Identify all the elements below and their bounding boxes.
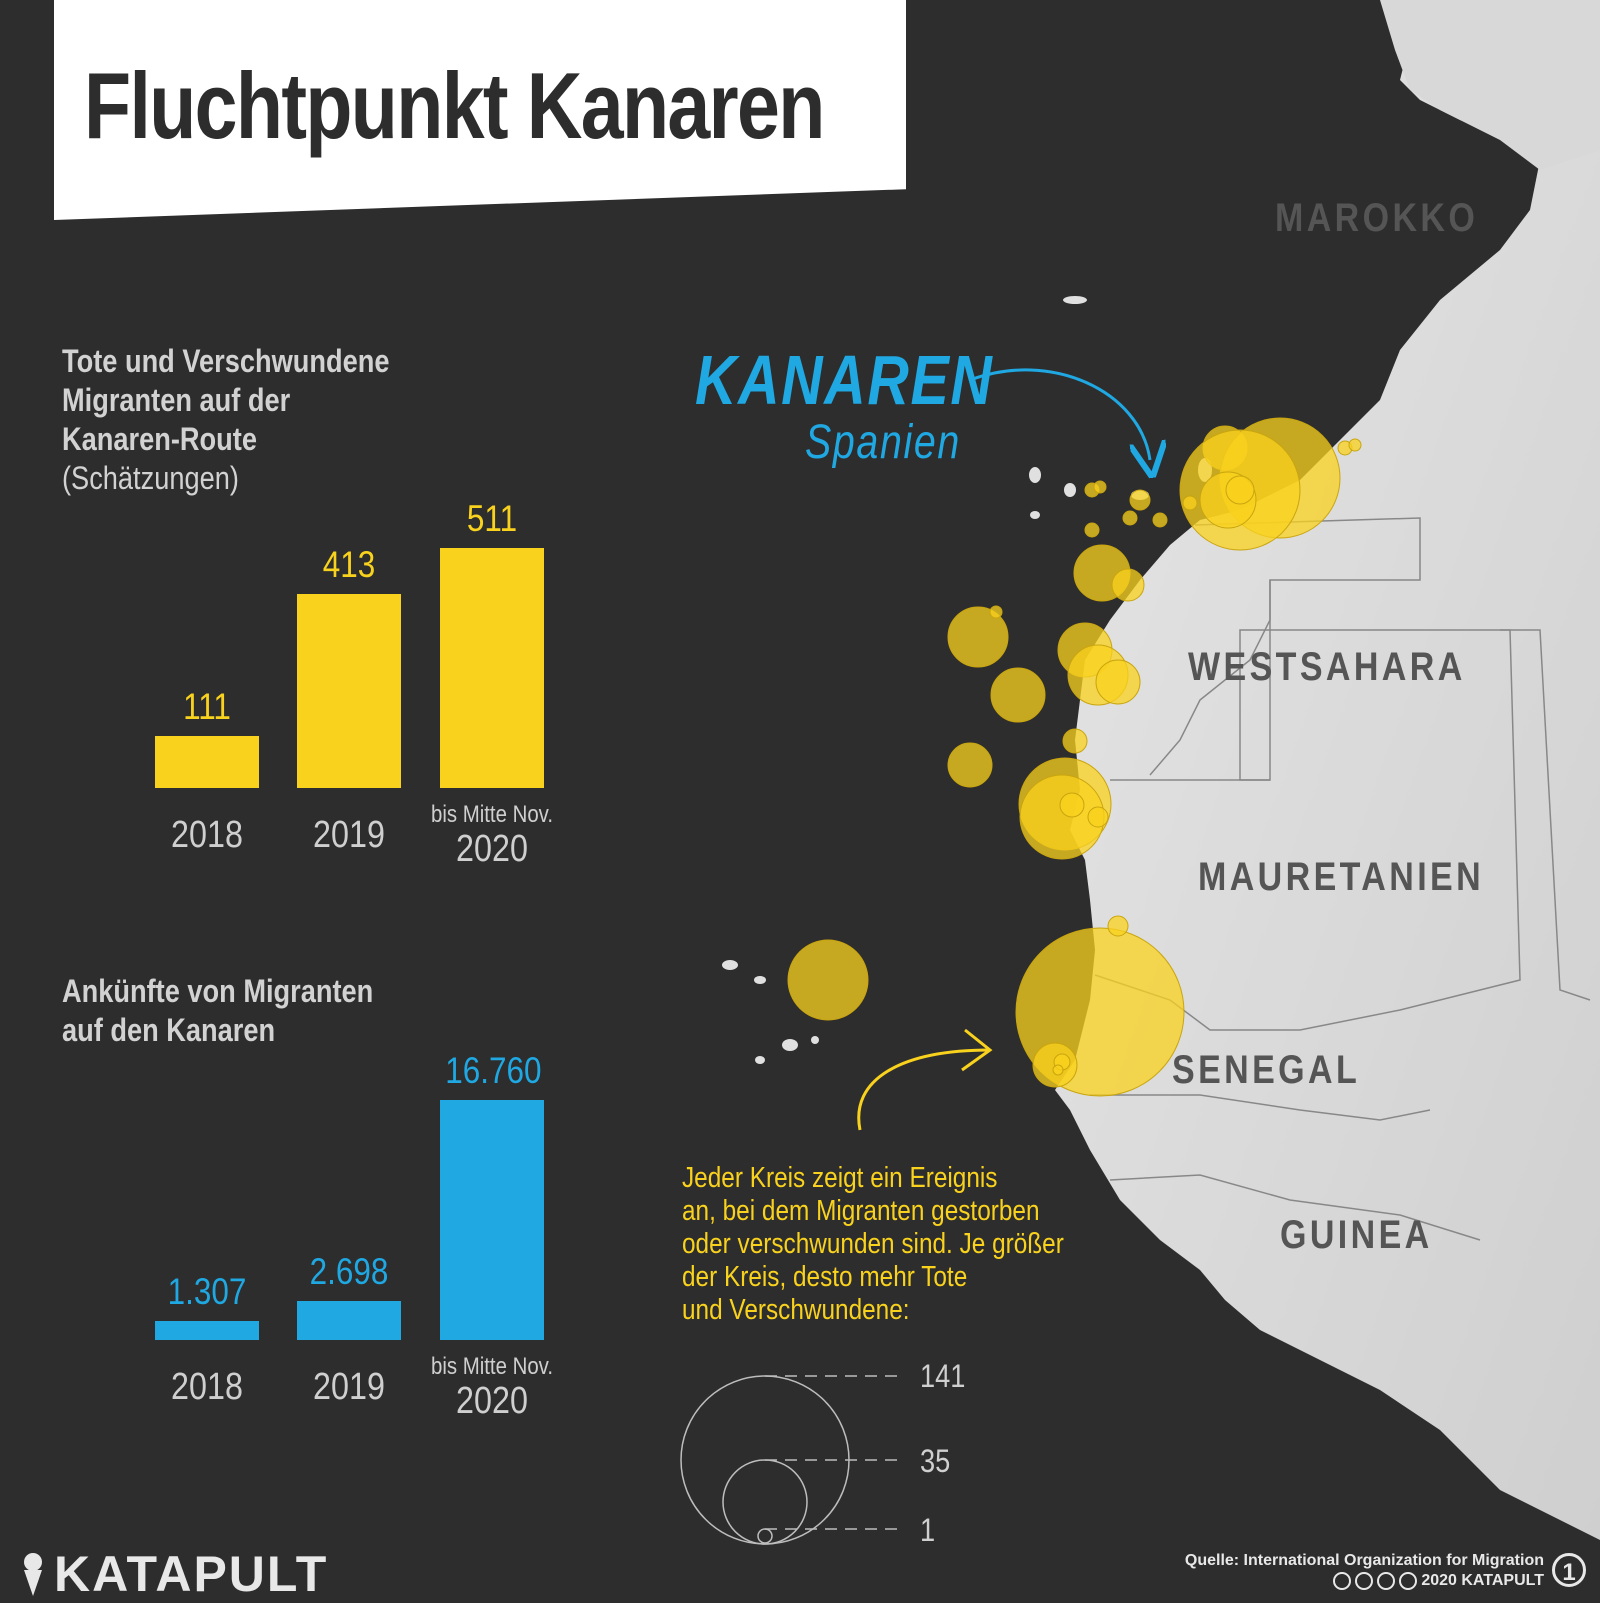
label-senegal: SENEGAL xyxy=(1172,1048,1361,1092)
chart-arrivals-title-text: Ankünfte von Migranten auf den Kanaren xyxy=(62,973,374,1048)
event-circle xyxy=(1087,806,1109,828)
label-westsahara: WESTSAHARA xyxy=(1188,645,1466,689)
legend-line-3: oder verschwunden sind. Je größer xyxy=(682,1228,1064,1260)
bar-category-label: 2019 xyxy=(313,1366,385,1408)
event-circle xyxy=(989,605,1003,619)
land-mass xyxy=(1055,0,1600,1540)
event-circle xyxy=(1182,495,1198,511)
cc-icon xyxy=(1333,1572,1352,1590)
label-marokko: MAROKKO xyxy=(1275,196,1479,240)
bar-value-label: 16.760 xyxy=(445,1050,542,1091)
bar-2020 xyxy=(440,1100,544,1340)
event-circle xyxy=(1062,728,1088,754)
bar-2018 xyxy=(155,1321,259,1340)
event-circle xyxy=(1152,512,1168,528)
page-title: Fluchtpunkt Kanaren xyxy=(84,53,825,158)
label-guinea: GUINEA xyxy=(1280,1213,1433,1257)
legend-line-4: der Kreis, desto mehr Tote xyxy=(682,1261,968,1293)
country-borders xyxy=(1090,517,1591,1241)
legend-text: Jeder Kreis zeigt ein Ereignis an, bei d… xyxy=(682,1162,1064,1327)
event-circle xyxy=(1129,489,1151,511)
bar-2019 xyxy=(297,594,401,788)
iberia-land xyxy=(1380,0,1600,170)
bar-value-label: 413 xyxy=(322,544,376,586)
chart-deaths-title-text: Tote und Verschwundene Migranten auf der… xyxy=(62,343,390,457)
katapult-logo-icon xyxy=(24,1553,42,1596)
bar-2019 xyxy=(297,1301,401,1340)
legend-line-2: an, bei dem Migranten gestorben xyxy=(682,1195,1040,1227)
event-circle xyxy=(787,939,869,1021)
katapult-logo-text: KATAPULT xyxy=(54,1546,329,1602)
label-mauretanien: MAURETANIEN xyxy=(1198,855,1485,899)
license-text: 2020 KATAPULT xyxy=(1421,1572,1544,1589)
bar-value-label: 2.698 xyxy=(309,1251,389,1293)
chart-deaths-subtitle: (Schätzungen) xyxy=(62,460,239,496)
bar-category-label: 2018 xyxy=(171,1366,243,1408)
bar-value-label: 511 xyxy=(466,498,518,539)
legend-value-1: 1 xyxy=(920,1512,936,1548)
event-circle xyxy=(990,667,1046,723)
event-circle xyxy=(1095,659,1141,705)
nd-icon xyxy=(1399,1572,1418,1590)
event-circle xyxy=(947,742,993,788)
by-icon xyxy=(1355,1572,1374,1590)
event-circle xyxy=(1093,480,1107,494)
cape-verde-islands xyxy=(722,960,819,1064)
event-circle xyxy=(1084,522,1100,538)
kanaren-arrow xyxy=(969,368,1150,460)
title-box xyxy=(54,0,906,220)
bar-category-label: 2019 xyxy=(313,814,385,856)
legend-arrow-head xyxy=(961,1028,993,1072)
bar-category-note: bis Mitte Nov. xyxy=(430,1353,554,1380)
bar-value-label: 1.307 xyxy=(167,1271,247,1313)
legend-circle-35 xyxy=(722,1459,808,1545)
chart-arrivals-title: Ankünfte von Migranten auf den Kanaren xyxy=(62,972,385,1050)
source-line: Quelle: International Organization for M… xyxy=(1184,1552,1544,1569)
bar-category-label: 2018 xyxy=(171,814,243,856)
legend-line-5: und Verschwundene: xyxy=(682,1294,910,1326)
page-number-badge: 1 xyxy=(1552,1553,1586,1587)
event-circle xyxy=(947,606,1009,668)
legend-line-1: Jeder Kreis zeigt ein Ereignis xyxy=(682,1162,998,1194)
event-circle xyxy=(1107,915,1129,937)
event-circle xyxy=(1052,1064,1064,1076)
event-circle xyxy=(1225,475,1255,505)
bar-category-label: bis Mitte Nov. 2020 xyxy=(428,800,556,868)
legend-circle-1 xyxy=(757,1528,773,1544)
nc-icon xyxy=(1377,1572,1396,1590)
chart-deaths-title: Tote und Verschwundene Migranten auf der… xyxy=(62,342,402,498)
label-kanaren: KANAREN xyxy=(695,341,994,419)
event-circle xyxy=(1122,510,1138,526)
legend-value-141: 141 xyxy=(920,1358,966,1394)
event-circle xyxy=(1348,438,1362,452)
bar-value-label: 111 xyxy=(183,685,231,727)
event-circle xyxy=(1059,792,1085,818)
legend-arrow xyxy=(857,1048,991,1131)
label-spanien: Spanien xyxy=(805,416,961,469)
bar-category-label: bis Mitte Nov. 2020 xyxy=(428,1352,556,1420)
katapult-logo: KATAPULT xyxy=(20,1545,328,1603)
event-circle xyxy=(1111,568,1145,602)
bar-2020 xyxy=(440,548,544,788)
bar-2018 xyxy=(155,735,259,788)
event-circles xyxy=(787,417,1362,1097)
bar-category-note: bis Mitte Nov. xyxy=(430,801,554,828)
legend-leader-lines xyxy=(765,1375,905,1530)
legend-value-35: 35 xyxy=(920,1443,951,1479)
license-line: 2020 KATAPULT xyxy=(1333,1572,1544,1590)
